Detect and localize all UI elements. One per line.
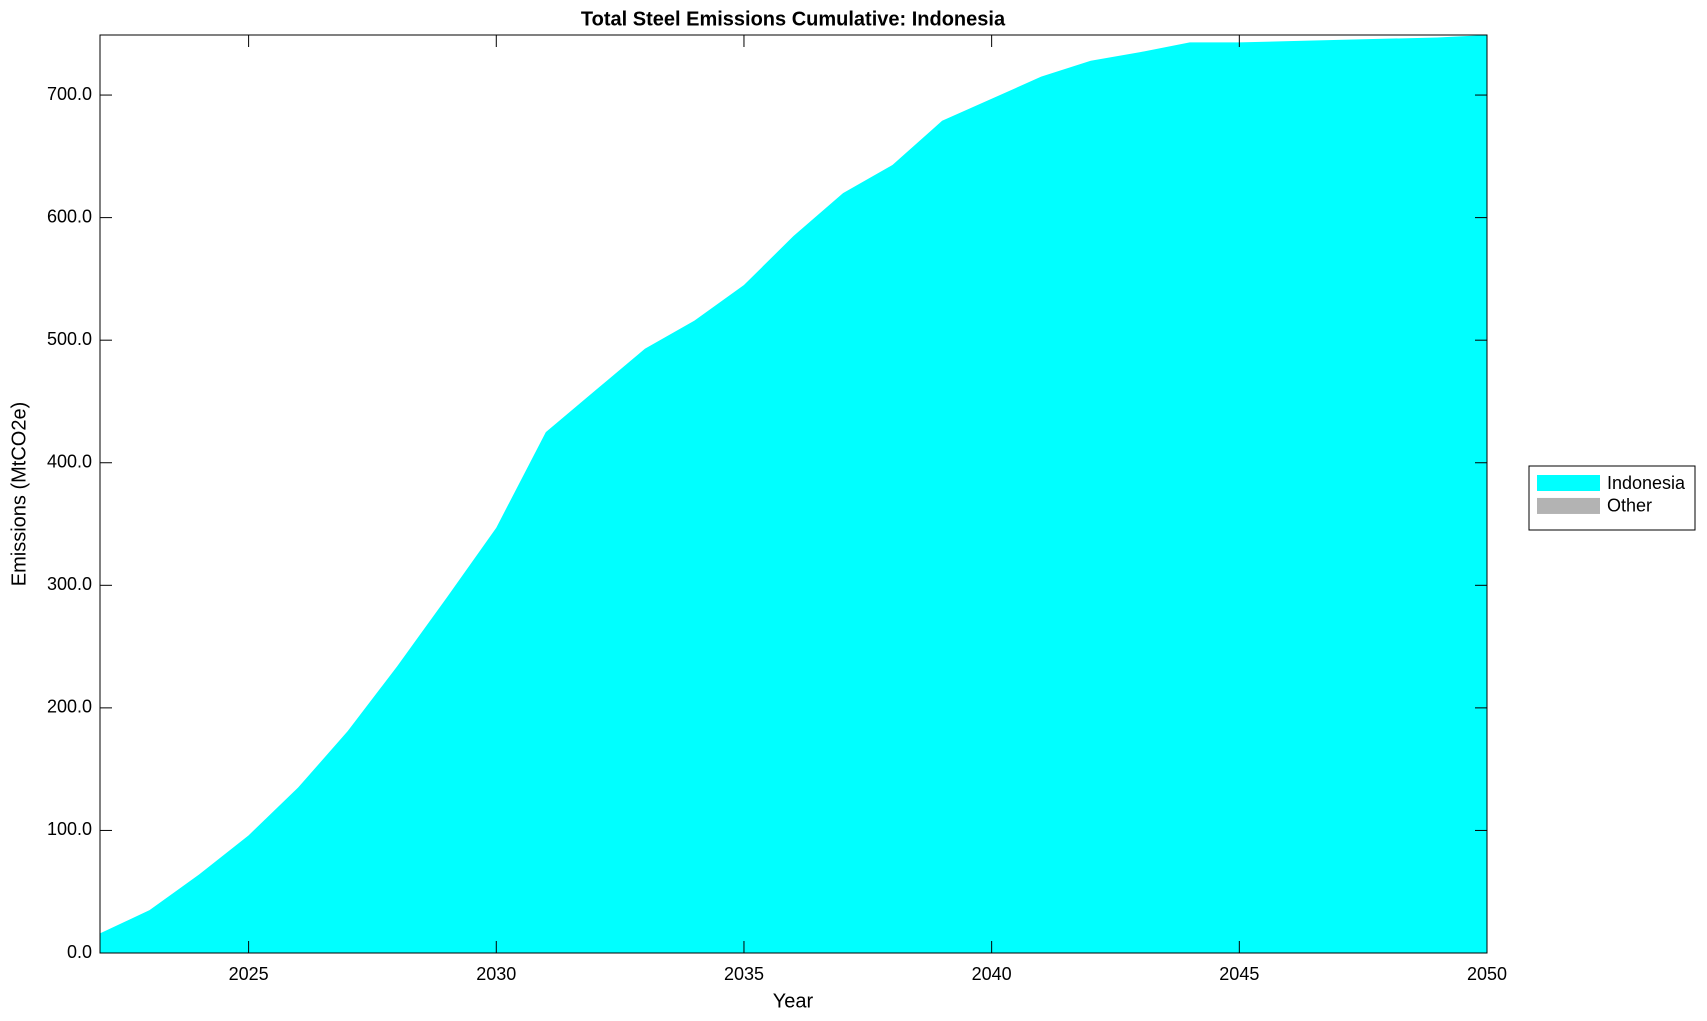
x-tick-label: 2045: [1219, 964, 1259, 984]
y-tick-label: 200.0: [47, 697, 92, 717]
x-tick-label: 2050: [1467, 964, 1507, 984]
chart-title: Total Steel Emissions Cumulative: Indone…: [581, 8, 1006, 30]
y-tick-label: 700.0: [47, 84, 92, 104]
x-tick-label: 2040: [972, 964, 1012, 984]
legend-label: Other: [1607, 496, 1652, 516]
x-axis-label: Year: [773, 990, 814, 1012]
y-axis-label: Emissions (MtCO2e): [8, 402, 30, 586]
y-tick-label: 500.0: [47, 329, 92, 349]
y-tick-label: 400.0: [47, 451, 92, 471]
y-tick-label: 0.0: [67, 942, 92, 962]
x-tick-label: 2030: [476, 964, 516, 984]
legend-swatch: [1537, 475, 1600, 491]
y-tick-label: 300.0: [47, 574, 92, 594]
y-tick-label: 600.0: [47, 206, 92, 226]
legend-label: Indonesia: [1607, 473, 1686, 493]
area: [100, 35, 1487, 953]
x-tick-label: 2035: [724, 964, 764, 984]
legend-swatch: [1537, 497, 1600, 514]
y-tick-label: 100.0: [47, 819, 92, 839]
x-tick-label: 2025: [229, 964, 269, 984]
plot-frame: [99, 34, 1488, 954]
